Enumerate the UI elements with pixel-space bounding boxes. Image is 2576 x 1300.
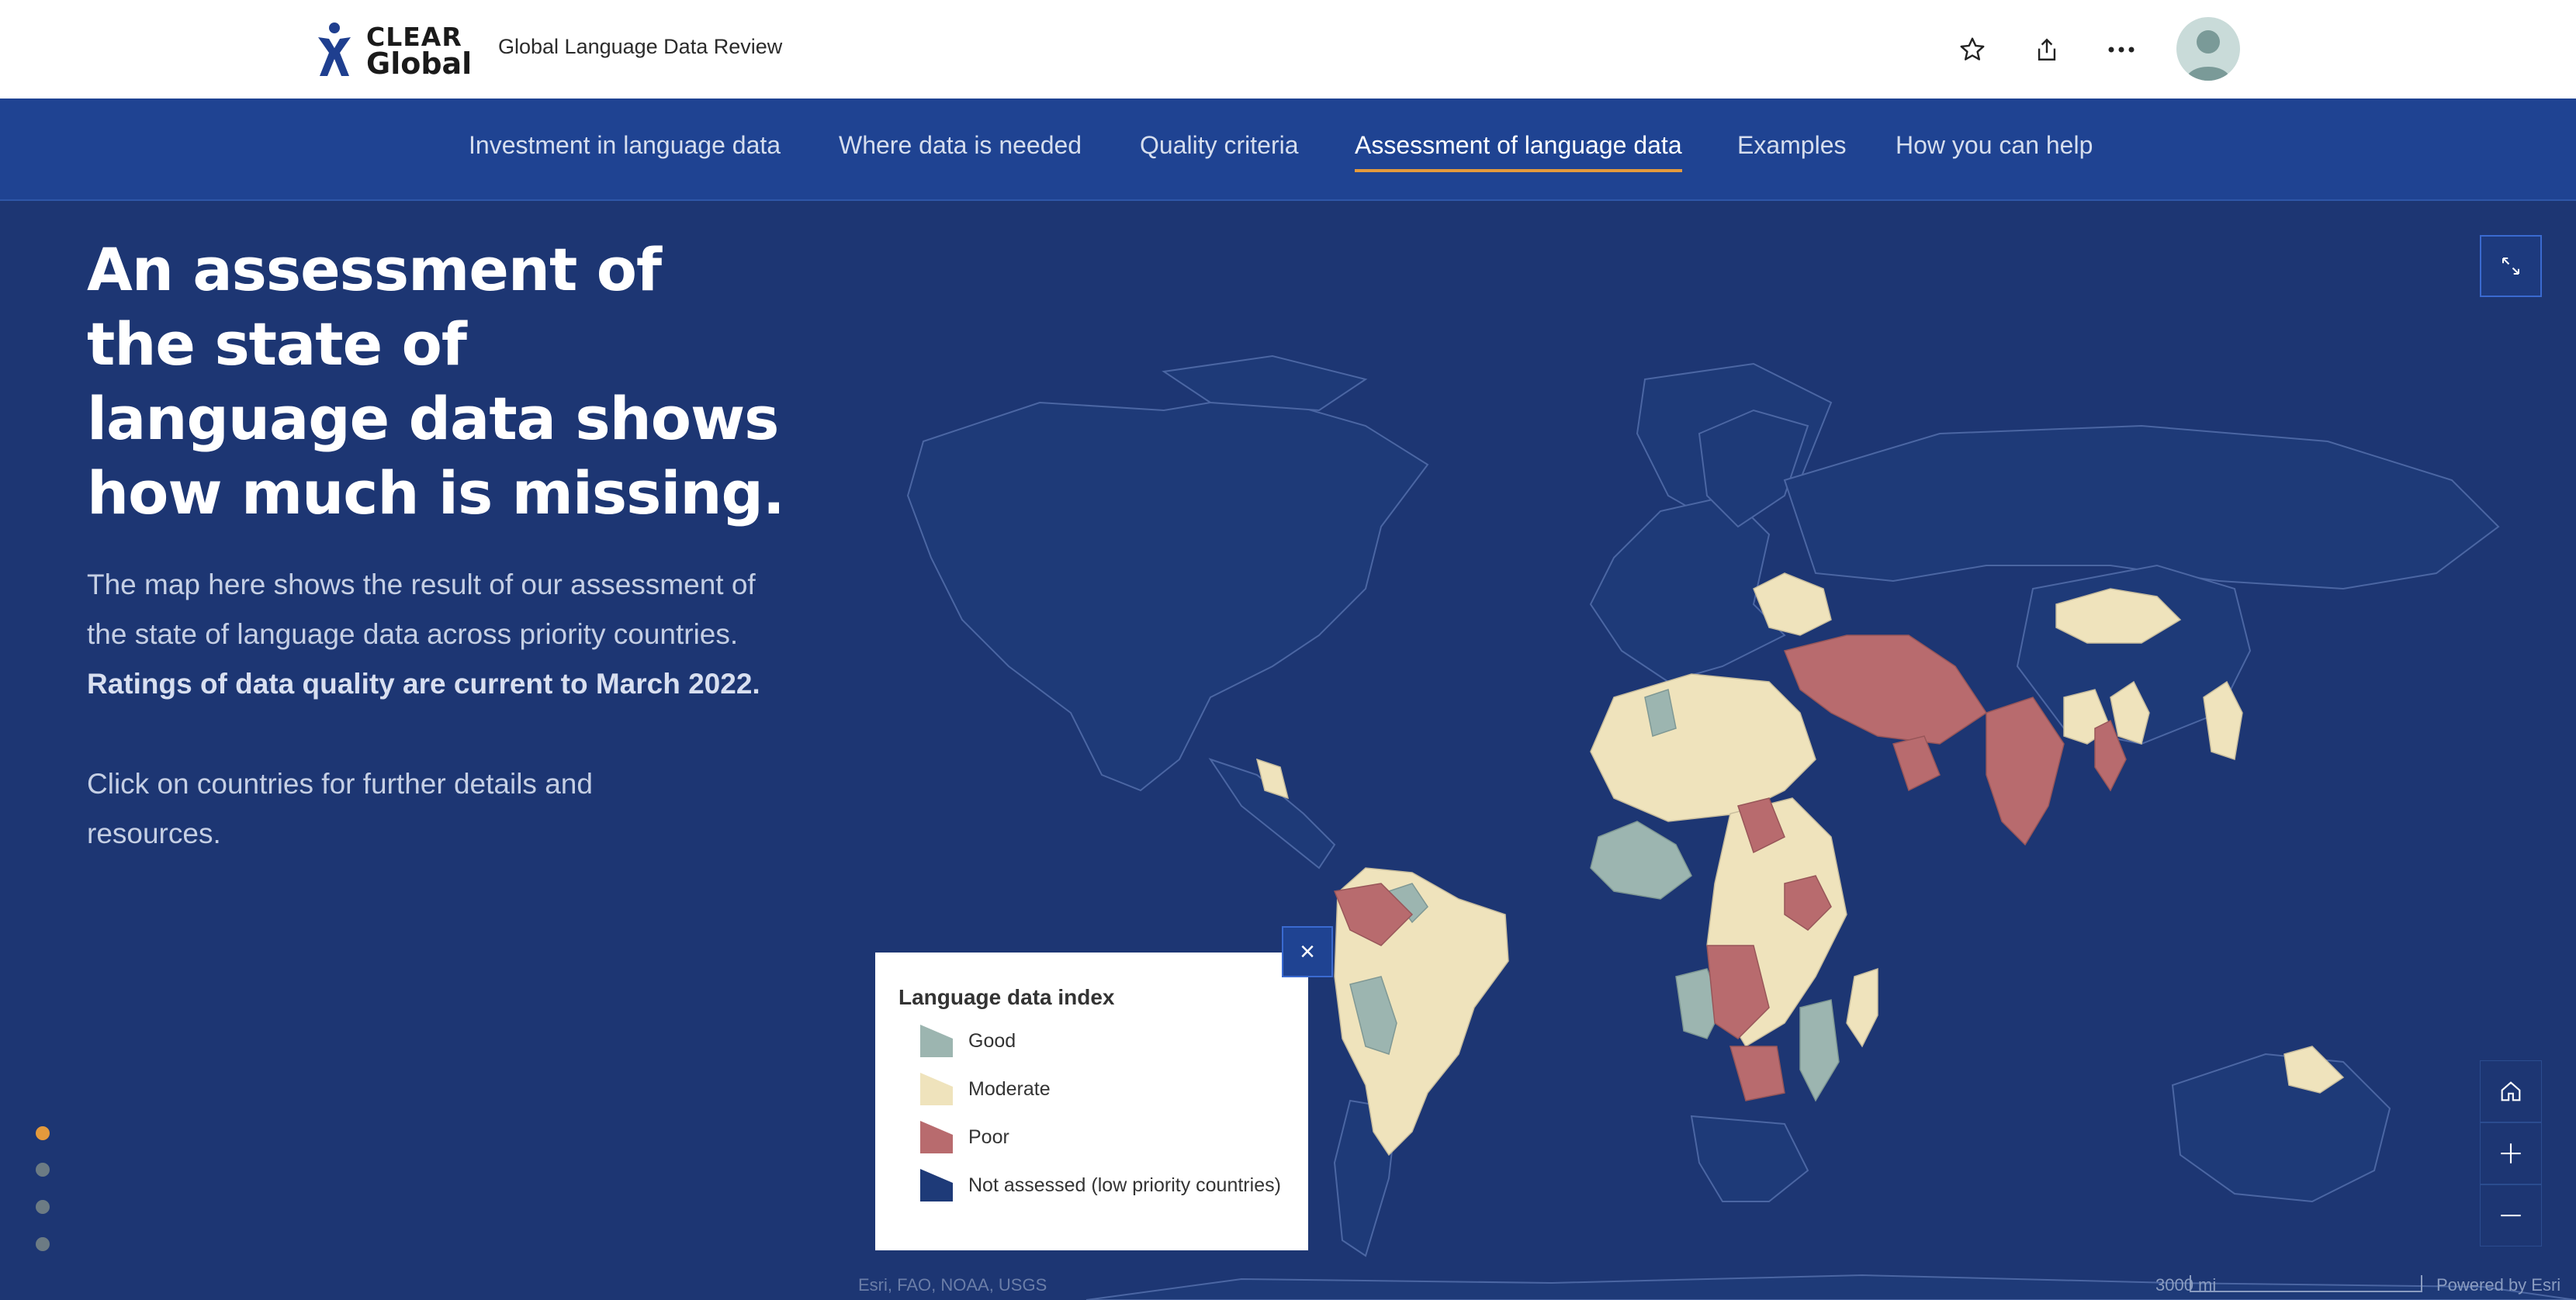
zoom-out-button[interactable] bbox=[2480, 1184, 2542, 1246]
plus-icon bbox=[2501, 1143, 2521, 1163]
good-countries bbox=[1349, 689, 1840, 1102]
intro-text-bold: Ratings of data quality are current to M… bbox=[87, 668, 760, 700]
page-headline: An assessment of the state of language d… bbox=[87, 235, 785, 527]
scale-bar bbox=[2190, 1275, 2422, 1292]
legend-swatch-moderate bbox=[920, 1073, 953, 1105]
logo-text-global: Global bbox=[366, 47, 473, 81]
powered-by-esri[interactable]: Powered by Esri bbox=[2436, 1275, 2561, 1295]
minus-icon bbox=[2501, 1214, 2521, 1217]
logo-text-clear: CLEAR bbox=[366, 22, 462, 52]
legend-label-poor: Poor bbox=[968, 1125, 1009, 1148]
fullscreen-button[interactable] bbox=[2480, 235, 2542, 297]
map-legend: Language data index Good Moderate Poor N… bbox=[875, 953, 1308, 1250]
legend-close-button[interactable]: × bbox=[1282, 926, 1333, 977]
logo-figure-icon bbox=[318, 22, 351, 76]
world-map[interactable] bbox=[0, 201, 2576, 1300]
poor-countries bbox=[1333, 634, 2127, 1101]
share-button[interactable] bbox=[2027, 29, 2067, 70]
nav-how-you-can-help[interactable]: How you can help bbox=[1896, 131, 2093, 159]
legend-item-moderate: Moderate bbox=[919, 1070, 1051, 1108]
intro-paragraph: The map here shows the result of our ass… bbox=[87, 560, 785, 709]
top-header: CLEAR Global Global Language Data Review bbox=[0, 0, 2576, 99]
legend-title: Language data index bbox=[898, 985, 1115, 1009]
share-icon bbox=[2038, 38, 2056, 61]
zoom-in-button[interactable] bbox=[2480, 1122, 2542, 1184]
pager-dot-4[interactable] bbox=[36, 1237, 50, 1251]
more-icon bbox=[2108, 47, 2135, 53]
legend-swatch-poor bbox=[920, 1121, 953, 1153]
nav-investment[interactable]: Investment in language data bbox=[469, 131, 781, 159]
click-instruction: Click on countries for further details a… bbox=[87, 768, 593, 849]
pager-dot-2[interactable] bbox=[36, 1163, 50, 1177]
intro-text: The map here shows the result of our ass… bbox=[87, 569, 756, 650]
nav-where-data-needed[interactable]: Where data is needed bbox=[839, 131, 1082, 159]
pager-dot-3[interactable] bbox=[36, 1200, 50, 1214]
nav-assessment[interactable]: Assessment of language data bbox=[1355, 131, 1682, 172]
expand-icon bbox=[2502, 258, 2519, 275]
pager-dot-1[interactable] bbox=[36, 1126, 50, 1140]
site-title[interactable]: Global Language Data Review bbox=[498, 35, 783, 58]
legend-label-not-assessed: Not assessed (low priority countries) bbox=[968, 1174, 1281, 1196]
legend-label-good: Good bbox=[968, 1029, 1016, 1052]
nav-examples[interactable]: Examples bbox=[1737, 131, 1847, 159]
home-icon bbox=[2501, 1081, 2521, 1101]
map-attribution[interactable]: Esri, FAO, NOAA, USGS bbox=[858, 1275, 1047, 1295]
user-icon bbox=[2186, 30, 2231, 81]
moderate-countries bbox=[1255, 572, 2345, 1157]
legend-item-good: Good bbox=[919, 1022, 1016, 1060]
clear-global-logo[interactable]: CLEAR Global bbox=[313, 20, 484, 81]
legend-label-moderate: Moderate bbox=[968, 1077, 1051, 1100]
legend-item-poor: Poor bbox=[919, 1118, 1009, 1156]
legend-item-not-assessed: Not assessed (low priority countries) bbox=[919, 1167, 1281, 1204]
star-icon bbox=[1960, 37, 1985, 61]
more-options-button[interactable] bbox=[2101, 29, 2141, 70]
map-section: An assessment of the state of language d… bbox=[0, 201, 2576, 1300]
user-avatar[interactable] bbox=[2176, 17, 2240, 81]
legend-swatch-not-assessed bbox=[920, 1169, 953, 1201]
home-button[interactable] bbox=[2480, 1060, 2542, 1122]
favorite-button[interactable] bbox=[1952, 29, 1993, 70]
section-nav: Investment in language data Where data i… bbox=[0, 99, 2576, 201]
nav-quality-criteria[interactable]: Quality criteria bbox=[1140, 131, 1299, 159]
legend-swatch-good bbox=[920, 1025, 953, 1057]
